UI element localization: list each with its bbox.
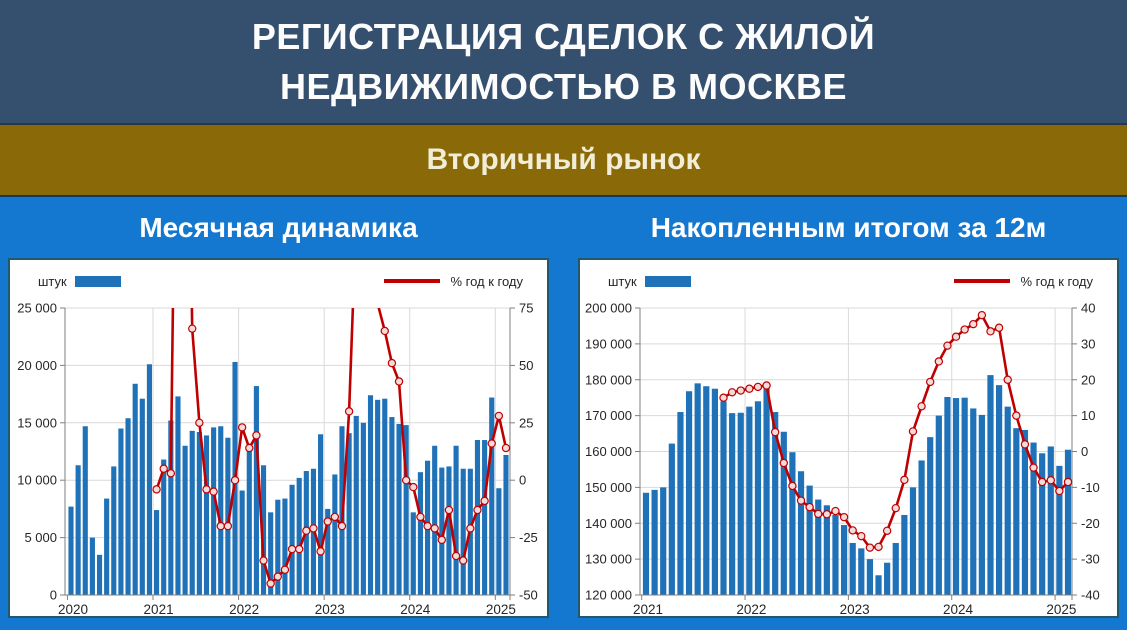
cumulative-chart-svg: 120 000 130 000 140 000 150 000 160 000 170 0…: [585, 301, 1100, 618]
cumulative-chart-title: Накопленным итогом за 12м: [650, 211, 1047, 243]
svg-text:130 000: 130 000: [585, 552, 632, 567]
svg-text:40: 40: [1081, 301, 1095, 316]
svg-text:2024: 2024: [943, 602, 974, 617]
svg-text:-25: -25: [519, 530, 538, 545]
legend-yoy-label: % год к году: [1020, 273, 1093, 289]
svg-text:2023: 2023: [315, 602, 345, 617]
svg-text:2021: 2021: [633, 602, 663, 617]
legend-yoy: % год к году: [384, 274, 523, 289]
svg-text:20: 20: [1081, 372, 1095, 387]
svg-text:0: 0: [1081, 444, 1088, 459]
monthly-chart-title: Месячная динамика: [139, 211, 418, 243]
svg-text:10 000: 10 000: [17, 473, 57, 488]
legend-yoy-label: % год к году: [450, 273, 523, 289]
svg-text:170 000: 170 000: [585, 408, 632, 423]
svg-text:2021: 2021: [144, 602, 174, 617]
svg-text:-20: -20: [1081, 516, 1100, 531]
market-segment-band: Вторичный рынок: [0, 123, 1127, 197]
svg-text:2025: 2025: [1046, 602, 1076, 617]
bar-swatch-icon: [74, 275, 121, 287]
svg-text:2022: 2022: [736, 602, 766, 617]
section-titles-row: Месячная динамика Накопленным итогом за …: [0, 197, 1127, 258]
svg-text:2025: 2025: [486, 602, 516, 617]
svg-text:2022: 2022: [229, 602, 259, 617]
market-segment-label: Вторичный рынок: [426, 143, 701, 176]
charts-row: штук % год к году 0 5 000 10 000 15 000 20 0…: [0, 258, 1127, 618]
svg-text:30: 30: [1081, 336, 1095, 351]
svg-text:50: 50: [519, 358, 533, 373]
svg-text:25: 25: [519, 415, 533, 430]
svg-text:150 000: 150 000: [585, 480, 632, 495]
svg-text:140 000: 140 000: [585, 516, 632, 531]
legend-units-label: штук: [38, 273, 67, 289]
svg-text:75: 75: [519, 301, 533, 316]
svg-text:-30: -30: [1081, 552, 1100, 567]
svg-text:10: 10: [1081, 408, 1095, 423]
svg-text:25 000: 25 000: [17, 301, 57, 316]
cumulative-chart-legend: штук % год к году: [580, 260, 1117, 294]
svg-text:0: 0: [519, 473, 526, 488]
svg-text:2024: 2024: [400, 602, 431, 617]
svg-text:5 000: 5 000: [24, 530, 57, 545]
svg-text:200 000: 200 000: [585, 301, 632, 316]
legend-yoy: % год к году: [954, 274, 1093, 289]
monthly-chart-svg: 0 5 000 10 000 15 000 20 000 25 000 -50 -25 0 25 5…: [17, 301, 538, 618]
monthly-chart-legend: штук % год к году: [10, 260, 547, 294]
svg-text:-50: -50: [519, 588, 538, 603]
svg-text:15 000: 15 000: [17, 415, 57, 430]
svg-text:160 000: 160 000: [585, 444, 632, 459]
line-swatch-icon: [954, 279, 1011, 283]
page-header: РЕГИСТРАЦИЯ СДЕЛОК С ЖИЛОЙ НЕДВИЖИМОСТЬЮ…: [0, 0, 1127, 123]
svg-text:20 000: 20 000: [17, 358, 57, 373]
svg-text:-10: -10: [1081, 480, 1100, 495]
legend-units-label: штук: [608, 273, 637, 289]
legend-units: штук: [38, 274, 121, 289]
bar-swatch-icon: [644, 275, 691, 287]
svg-text:2020: 2020: [58, 602, 88, 617]
cumulative-chart-panel: штук % год к году 120 000 130 000 140 000 1…: [578, 258, 1119, 618]
svg-text:2023: 2023: [840, 602, 870, 617]
svg-text:-40: -40: [1081, 588, 1100, 603]
page-title-line1: РЕГИСТРАЦИЯ СДЕЛОК С ЖИЛОЙ: [251, 15, 876, 57]
monthly-chart-panel: штук % год к году 0 5 000 10 000 15 000 20 0…: [8, 258, 549, 618]
svg-text:180 000: 180 000: [585, 372, 632, 387]
line-swatch-icon: [384, 279, 441, 283]
svg-text:190 000: 190 000: [585, 336, 632, 351]
page-title-line2: НЕДВИЖИМОСТЬЮ В МОСКВЕ: [280, 65, 847, 107]
legend-units: штук: [608, 274, 691, 289]
svg-text:0: 0: [50, 588, 57, 603]
svg-text:120 000: 120 000: [585, 588, 632, 603]
